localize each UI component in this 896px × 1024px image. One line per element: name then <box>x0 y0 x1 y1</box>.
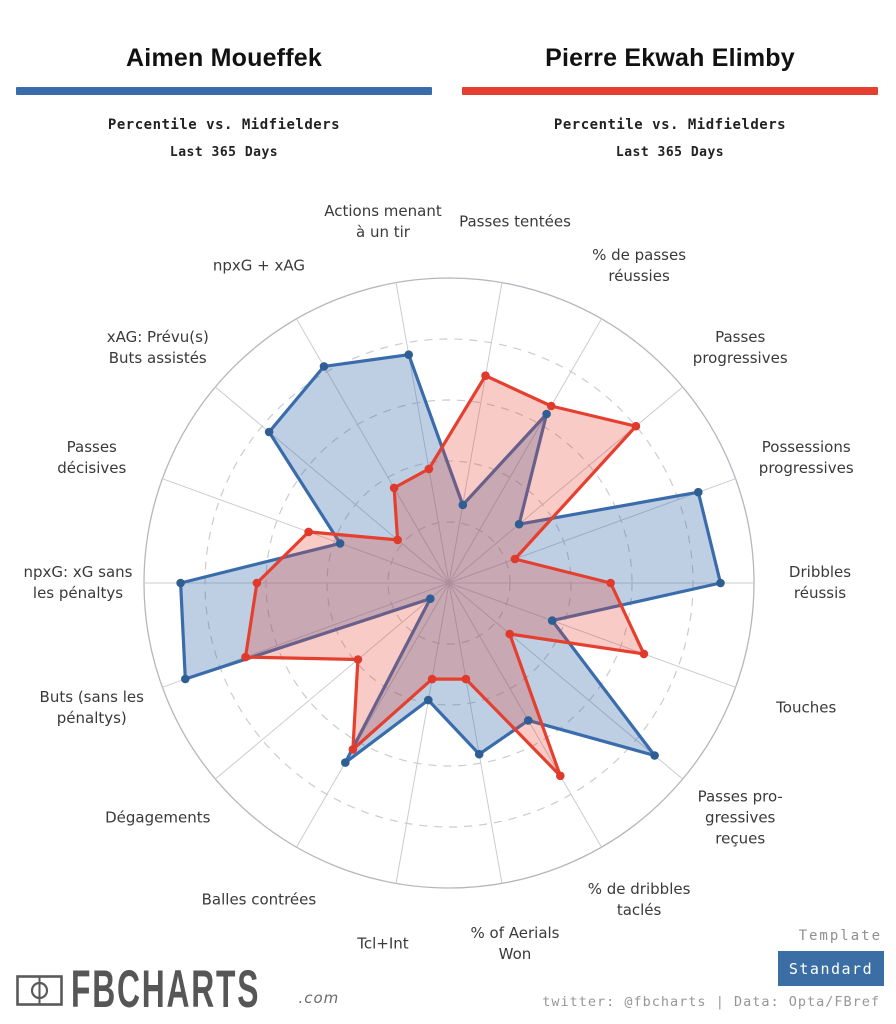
axis-label-3: Passes progressives <box>692 327 788 367</box>
player-right-accent-bar <box>462 87 878 95</box>
axis-label-14: npxG: xG sans les pénaltys <box>23 563 133 602</box>
axis-label-7: Passes pro-gressives reçues <box>697 787 783 848</box>
player-left-name: Aimen Moueffek <box>126 44 322 72</box>
axis-label-4: Possessions progressives <box>758 437 854 477</box>
axis-label-10: Tcl+Int <box>357 934 409 953</box>
fbcharts-logo: FBCHARTS .com <box>16 960 340 1019</box>
axis-label-2: % de passes réussies <box>592 245 687 285</box>
credit-line: twitter: @fbcharts | Data: Opta/FBref <box>542 994 880 1010</box>
axis-label-15: Passes décisives <box>57 437 127 477</box>
axis-label-13: Buts (sans les pénaltys) <box>39 688 144 728</box>
axis-label-11: Balles contrées <box>201 890 317 909</box>
axis-label-17: npxG + xAG <box>212 256 305 275</box>
player-right-name: Pierre Ekwah Elimby <box>545 44 795 72</box>
axis-label-16: xAG: Prévu(s) Buts assistés <box>106 327 209 367</box>
player-right-header: Pierre Ekwah Elimby Percentile vs. Midfi… <box>462 0 878 160</box>
axis-label-6: Touches <box>776 698 837 717</box>
axis-label-12: Dégagements <box>105 808 211 827</box>
axis-label-5: Dribbles réussis <box>788 563 852 602</box>
player-left-period: Last 365 Days <box>169 145 279 160</box>
axis-label-9: % of Aerials Won <box>470 923 560 963</box>
template-label: Template <box>798 928 882 944</box>
logo-wordmark: FBCHARTS <box>71 960 261 1019</box>
player-right-subtitle: Percentile vs. Midfielders <box>553 117 787 133</box>
axis-label-1: Passes tentées <box>459 212 571 231</box>
logo-suffix: .com <box>298 989 340 1007</box>
pitch-icon <box>16 975 63 1006</box>
player-right-period: Last 365 Days <box>615 145 725 160</box>
player-left-header: Aimen Moueffek Percentile vs. Midfielder… <box>16 0 432 160</box>
axis-label-0: Actions menant à un tir <box>324 202 442 242</box>
template-standard-button[interactable]: Standard <box>778 951 884 986</box>
axis-label-8: % de dribbles taclés <box>587 880 691 920</box>
player-left-accent-bar <box>16 87 432 95</box>
player-left-subtitle: Percentile vs. Midfielders <box>107 117 341 133</box>
